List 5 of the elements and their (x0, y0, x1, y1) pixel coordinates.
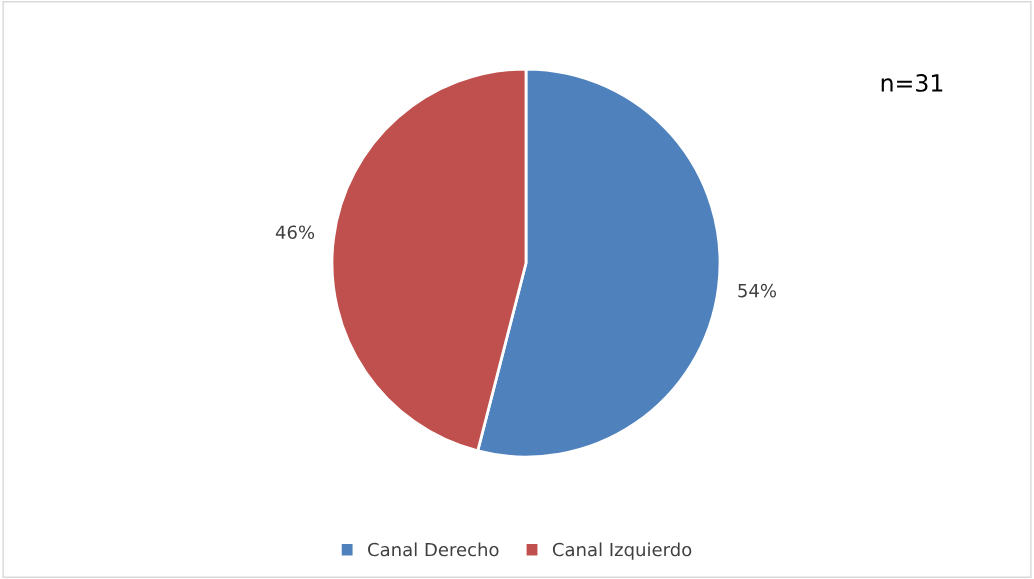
legend-label: Canal Derecho (368, 542, 499, 557)
data-label: 46% (275, 225, 315, 240)
legend-label: Canal Izquierdo (552, 542, 692, 560)
data-label: 54% (738, 283, 777, 298)
text: n=31 (881, 73, 943, 92)
